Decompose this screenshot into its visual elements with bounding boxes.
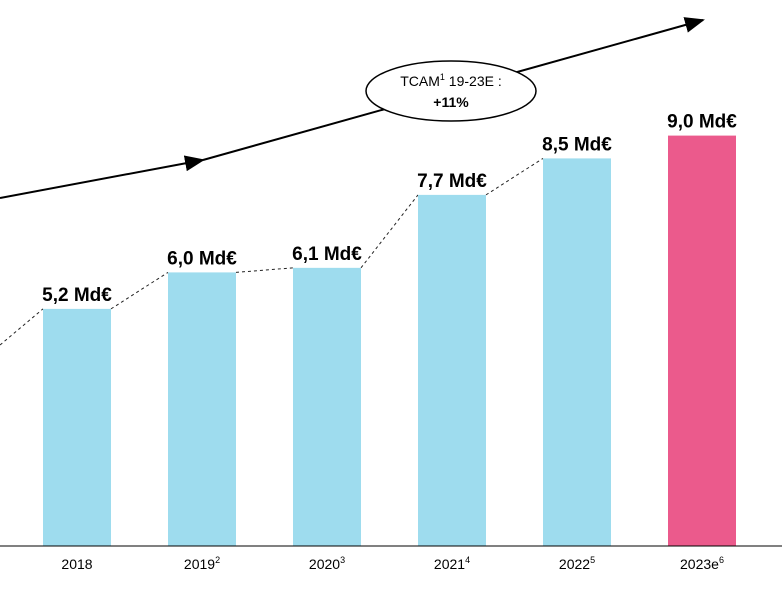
- connector-line-start: [0, 308, 44, 346]
- bar-5: [668, 135, 736, 546]
- category-label-3: 20214: [434, 555, 470, 572]
- value-label-5: 9,0 Md€: [667, 112, 737, 133]
- cagr-label-rest: 19-23E :: [445, 73, 502, 89]
- category-label-0: 2018: [61, 556, 92, 572]
- cagr-value: +11%: [433, 94, 469, 110]
- value-label-4: 8,5 Md€: [542, 134, 612, 155]
- connector-line-0: [110, 271, 169, 310]
- cagr-ellipse: [365, 60, 537, 122]
- cagr-label-main: TCAM: [400, 73, 440, 89]
- category-label-5: 2023e6: [680, 555, 724, 572]
- bars: [43, 135, 736, 546]
- value-label-2: 6,1 Md€: [292, 244, 362, 265]
- connector-line-1: [235, 267, 294, 273]
- bar-0: [43, 308, 111, 546]
- bar-3: [418, 194, 486, 546]
- connector-line-2: [360, 194, 419, 269]
- cagr-label: TCAM1 19-23E :: [400, 72, 502, 89]
- cagr-annotation: TCAM1 19-23E : +11%: [365, 60, 537, 122]
- bar-4: [543, 158, 611, 546]
- category-label-2: 20203: [309, 555, 345, 572]
- value-label-1: 6,0 Md€: [167, 248, 237, 269]
- category-label-4: 20225: [559, 555, 595, 572]
- bar-1: [168, 272, 236, 546]
- category-labels: 2018 20192 20203 20214 20225 2023e6: [61, 555, 724, 572]
- value-labels: 5,2 Md€ 6,0 Md€ 6,1 Md€ 7,7 Md€ 8,5 Md€ 9,0 M…: [42, 112, 737, 306]
- connector-line-3: [485, 157, 544, 196]
- category-label-1: 20192: [184, 555, 220, 572]
- connector-lines: [0, 157, 544, 346]
- cagr-label-sup: 1: [440, 72, 445, 82]
- value-label-3: 7,7 Md€: [417, 171, 487, 192]
- bar-2: [293, 267, 361, 546]
- value-label-0: 5,2 Md€: [42, 285, 112, 306]
